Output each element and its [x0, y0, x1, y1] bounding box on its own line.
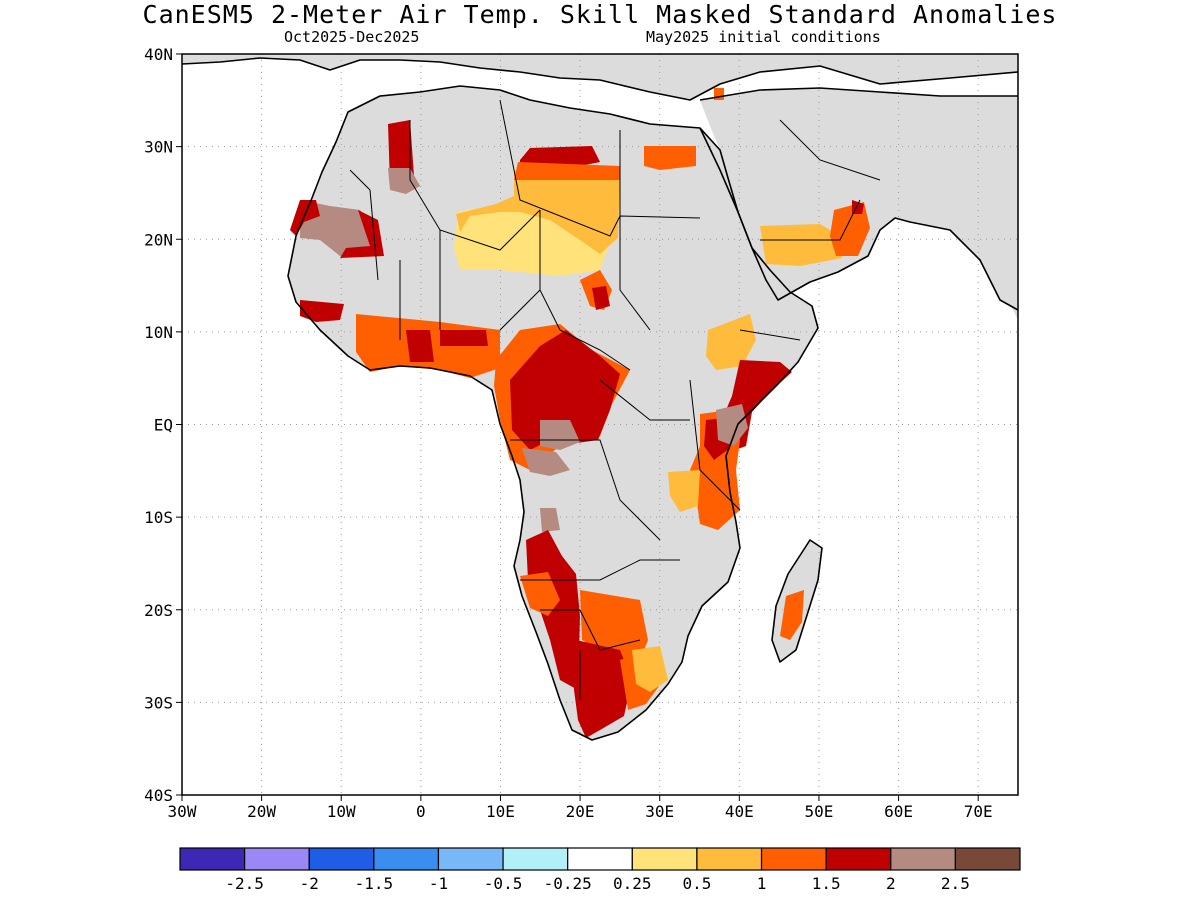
patch-lesotho-yellow	[632, 646, 668, 692]
patch-botswana-orange	[580, 590, 648, 668]
colorbar-label: 1.5	[812, 874, 841, 893]
patch-angola-brown	[540, 508, 560, 532]
forecast-period: Oct2025-Dec2025	[284, 28, 420, 46]
colorbar-swatch	[890, 847, 956, 871]
patch-oman	[830, 202, 870, 256]
lat-tick-label: 30S	[144, 693, 173, 712]
colorbar-swatch	[760, 847, 827, 871]
patch-arabia-orange	[760, 224, 842, 266]
axis-ticks	[176, 53, 979, 801]
map-title: CanESM5 2-Meter Air Temp. Skill Masked S…	[142, 0, 1058, 29]
lon-tick-label: 10E	[486, 802, 515, 821]
lat-tick-label: 10N	[144, 323, 173, 342]
lat-tick-label: 20N	[144, 230, 173, 249]
lon-tick-label: 40E	[725, 802, 754, 821]
colorbar-swatch	[373, 847, 440, 871]
patch-congo-brown	[540, 420, 580, 450]
colorbar-label: -0.5	[484, 874, 523, 893]
longitude-labels: 30W 20W 10W 0 10E 20E 30E 40E 50E 60E 70E	[168, 802, 993, 821]
patch-egypt	[644, 146, 696, 170]
patch-tanzania-yellow	[668, 470, 700, 512]
colorbar-swatch	[825, 847, 892, 871]
colorbar-label: -2.5	[225, 874, 264, 893]
grid-lines	[182, 54, 1018, 795]
colorbar-label: 2	[886, 874, 896, 893]
patch-madagascar	[780, 590, 804, 640]
colorbar-swatch	[437, 847, 504, 871]
colorbar-label: -2	[300, 874, 319, 893]
lat-tick-label: 40N	[144, 45, 173, 64]
colorbar-swatch	[244, 847, 310, 871]
colorbar-swatch	[631, 847, 698, 871]
lon-tick-label: 20E	[566, 802, 595, 821]
lon-tick-label: 10W	[327, 802, 356, 821]
patch-sudan-red	[592, 286, 610, 310]
patch-algeria-brown	[388, 168, 420, 194]
colorbar-swatch	[567, 847, 633, 871]
patch-ghana-red	[406, 330, 488, 362]
colorbar-swatch	[954, 847, 1021, 871]
patch-gabon-brown	[522, 448, 570, 476]
lon-tick-label: 0	[416, 802, 426, 821]
patch-ethiopia-orange	[706, 314, 756, 370]
colorbar-label: 0.5	[682, 874, 711, 893]
borders	[349, 99, 881, 700]
patch-safrica-red	[574, 640, 632, 738]
colorbar-swatch	[179, 847, 246, 871]
patch-guinea-red	[300, 300, 344, 322]
lon-tick-label: 70E	[964, 802, 993, 821]
lat-tick-label: 30N	[144, 138, 173, 157]
lon-tick-label: 30W	[168, 802, 197, 821]
anomaly-patches	[290, 88, 870, 738]
colorbar-label: 0.25	[613, 874, 652, 893]
colorbar-label: -0.25	[544, 874, 592, 893]
lat-tick-label: 10S	[144, 508, 173, 527]
lon-tick-label: 50E	[804, 802, 833, 821]
colorbar-swatch	[308, 847, 375, 871]
latitude-labels: 40N 30N 20N 10N EQ 10S 20S 30S 40S	[144, 45, 173, 805]
lon-tick-label: 60E	[884, 802, 913, 821]
colorbar: -2.5 -2 -1.5 -1 -0.5 -0.25 0.25 0.5 1 1.5 2 2.5	[179, 847, 1021, 893]
colorbar-swatch	[502, 847, 569, 871]
lat-tick-label: 40S	[144, 786, 173, 805]
coastlines	[182, 57, 1018, 741]
colorbar-label: 1	[757, 874, 767, 893]
initial-conditions: May2025 initial conditions	[646, 28, 881, 46]
patch-mauritania-red	[290, 200, 384, 258]
colorbar-label: -1	[429, 874, 448, 893]
colorbar-label: 2.5	[941, 874, 970, 893]
lon-tick-label: 20W	[247, 802, 276, 821]
colorbar-label: -1.5	[355, 874, 394, 893]
patch-namibia-orange	[520, 572, 560, 616]
patch-libya-orange	[514, 162, 620, 180]
lon-tick-label: 30E	[645, 802, 674, 821]
patch-kenya-brown	[716, 404, 748, 446]
patch-congo-red	[510, 330, 620, 450]
lat-tick-label: 20S	[144, 601, 173, 620]
colorbar-swatch	[696, 847, 763, 871]
lat-tick-label: EQ	[154, 416, 173, 435]
